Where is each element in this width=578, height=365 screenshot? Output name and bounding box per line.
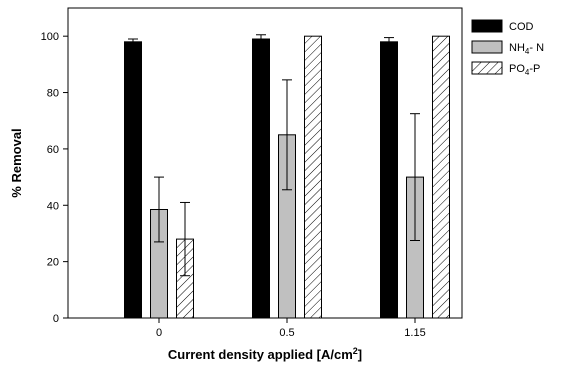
y-tick-label-80: 80 — [47, 88, 59, 100]
y-tick-label-60: 60 — [47, 144, 59, 156]
y-tick-label-20: 20 — [47, 257, 59, 269]
y-tick-label-0: 0 — [53, 313, 59, 325]
legend-swatch-po4-p — [471, 61, 503, 75]
bar-po4-p-0-5 — [304, 35, 322, 319]
legend-label-cod: COD — [509, 21, 534, 33]
legend-label-po4-p: PO4-P — [509, 63, 540, 77]
y-tick-label-40: 40 — [47, 200, 59, 212]
x-axis-title: Current density applied [A/cm2] — [168, 346, 362, 362]
error-bar-cod-0 — [128, 38, 138, 46]
legend-swatch-nh4-n — [471, 40, 503, 54]
error-bar-cod-1-15 — [384, 37, 394, 47]
y-tick-label-100: 100 — [41, 31, 59, 43]
error-bar-cod-0-5 — [256, 34, 266, 44]
error-bar-nh4-n-0-5 — [282, 79, 292, 191]
error-bar-po4-p-0 — [180, 201, 190, 277]
bar-cod-0-5 — [252, 38, 270, 319]
bar-cod-1-15 — [380, 41, 398, 319]
x-tick-label-1-15: 1.15 — [404, 327, 425, 339]
x-tick-label-0-5: 0.5 — [279, 327, 294, 339]
bar-cod-0 — [124, 41, 142, 319]
x-tick-label-0: 0 — [156, 327, 162, 339]
error-bar-nh4-n-1-15 — [410, 113, 420, 241]
error-bar-nh4-n-0 — [154, 176, 164, 243]
legend-swatch-cod — [471, 19, 503, 33]
legend: COD NH4- N PO4-P — [471, 19, 544, 77]
y-axis-title: % Removal — [9, 128, 24, 197]
legend-label-nh4-n: NH4- N — [509, 42, 544, 56]
bar-po4-p-1-15 — [432, 35, 450, 319]
